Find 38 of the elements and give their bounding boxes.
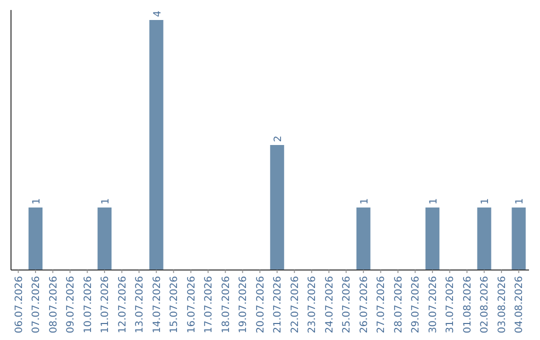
x-tick-label: 23.07.2026 <box>307 276 318 334</box>
data-label: 1 <box>32 198 43 204</box>
data-label: 2 <box>273 136 284 142</box>
data-label: 1 <box>359 198 370 204</box>
x-tick-label: 27.07.2026 <box>376 276 388 334</box>
x-tick-label: 19.07.2026 <box>238 276 250 334</box>
x-tick-label: 25.07.2026 <box>342 276 353 334</box>
x-tick-label: 17.07.2026 <box>204 276 215 334</box>
x-tick-label: 31.07.2026 <box>445 276 456 334</box>
x-tick-label: 10.07.2026 <box>82 276 94 334</box>
x-tick-label: 03.08.2026 <box>496 276 508 334</box>
x-tick-label: 01.08.2026 <box>462 276 474 334</box>
x-tick-label: 12.07.2026 <box>117 276 128 334</box>
data-label: 1 <box>514 198 526 204</box>
x-tick-label: 09.07.2026 <box>66 276 77 334</box>
x-tick-label: 08.07.2026 <box>48 276 60 334</box>
x-tick-label: 24.07.2026 <box>324 276 336 334</box>
x-tick-label: 26.07.2026 <box>358 276 370 334</box>
x-tick-label: 20.07.2026 <box>255 276 266 334</box>
x-tick-label: 29.07.2026 <box>410 276 422 334</box>
x-tick-label: 18.07.2026 <box>220 276 232 334</box>
x-tick-label: 13.07.2026 <box>134 276 146 334</box>
x-tick-label: 30.07.2026 <box>428 276 439 334</box>
x-tick-label: 21.07.2026 <box>272 276 284 334</box>
x-tick-label: 22.07.2026 <box>290 276 301 334</box>
data-label: 1 <box>480 198 492 204</box>
x-tick-label: 04.08.2026 <box>514 276 526 334</box>
x-tick-label: 02.08.2026 <box>480 276 491 334</box>
data-label: 1 <box>428 198 440 204</box>
x-tick-label: 28.07.2026 <box>393 276 404 334</box>
x-tick-label: 14.07.2026 <box>152 276 163 334</box>
x-tick-label: 07.07.2026 <box>31 276 42 334</box>
x-tick-label: 15.07.2026 <box>169 276 180 334</box>
data-label: 1 <box>100 198 112 204</box>
x-tick-label: 11.07.2026 <box>100 276 112 334</box>
x-tick-label: 06.07.2026 <box>14 276 25 334</box>
data-label: 4 <box>152 10 164 17</box>
x-tick-label: 16.07.2026 <box>186 276 198 334</box>
